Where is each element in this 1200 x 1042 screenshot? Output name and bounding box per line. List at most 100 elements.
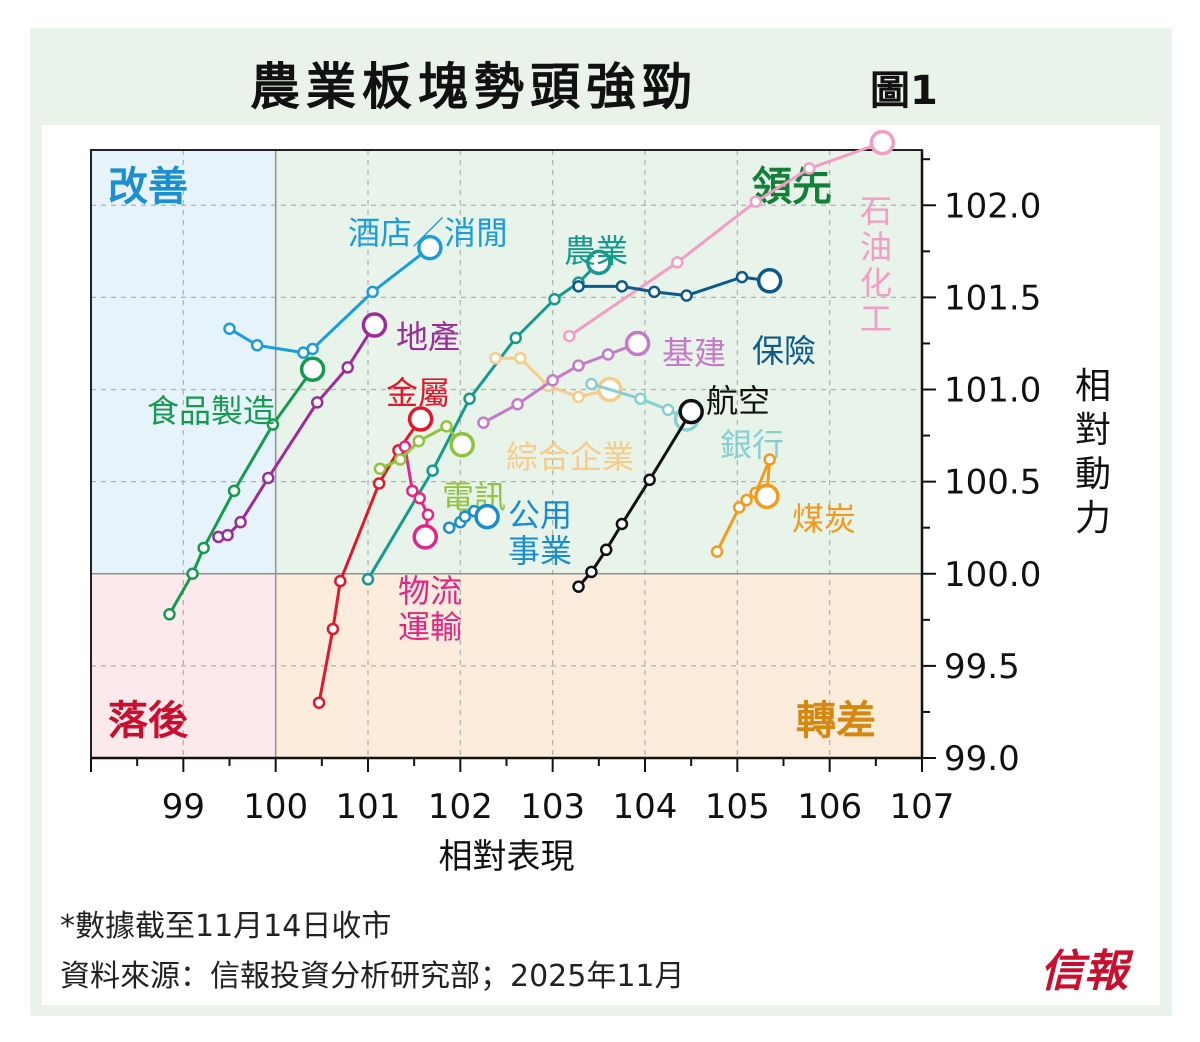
data-point — [312, 696, 326, 709]
latest-point — [449, 432, 475, 458]
x-tick-label: 100 — [243, 787, 308, 827]
x-tick-label: 107 — [890, 787, 955, 827]
data-point — [223, 322, 236, 335]
y-tick-label: 100.0 — [944, 555, 1041, 595]
figure-label: 圖1 — [870, 68, 938, 114]
series-label: 運輸 — [398, 608, 462, 646]
data-point — [615, 517, 629, 531]
series-label: 酒店／消閒 — [348, 214, 508, 252]
data-point — [366, 285, 379, 299]
data-point — [306, 342, 319, 356]
data-point — [563, 329, 576, 343]
x-tick-label: 106 — [797, 787, 862, 827]
y-axis-label: 對 — [1075, 410, 1111, 451]
y-tick-label: 99.5 — [944, 647, 1020, 687]
data-point — [266, 418, 280, 431]
data-point — [803, 162, 816, 175]
series-label: 煤炭 — [792, 500, 856, 538]
data-point — [197, 541, 210, 555]
data-point — [740, 493, 753, 507]
sector-rotation-chart: 農業板塊勢頭強勁 圖1 99 100 101 102 103 104 105 106 107 相對… — [42, 58, 1160, 1005]
data-point — [647, 285, 661, 299]
data-point — [511, 398, 524, 411]
quadrant-label-improving: 改善 — [108, 164, 188, 210]
series-label: 農業 — [564, 232, 628, 270]
series-label: 事業 — [508, 532, 572, 570]
data-point — [463, 392, 476, 405]
data-point — [572, 280, 585, 293]
y-tick-label: 102.0 — [944, 186, 1041, 226]
data-point — [458, 510, 472, 523]
series-label: 石 — [860, 192, 892, 230]
data-point — [661, 403, 675, 417]
data-point — [509, 331, 522, 345]
data-point — [489, 351, 502, 365]
data-point — [671, 256, 684, 269]
series-航空: 航空 — [572, 382, 770, 593]
data-point — [234, 515, 247, 529]
latest-point — [407, 406, 434, 432]
x-tick-label: 101 — [336, 787, 401, 827]
series-label: 金屬 — [386, 374, 450, 412]
latest-point — [624, 330, 651, 357]
data-point — [546, 374, 559, 387]
series-酒店／消閒: 酒店／消閒 — [223, 214, 508, 359]
series-label: 化 — [860, 264, 892, 302]
data-point — [341, 361, 354, 374]
series-label: 公用 — [508, 496, 572, 534]
series-label: 基建 — [662, 334, 726, 372]
data-point — [643, 473, 656, 487]
data-point — [262, 471, 275, 485]
quadrant-label-lagging: 落後 — [108, 698, 189, 744]
data-point — [227, 484, 241, 498]
data-point — [749, 195, 763, 208]
data-point — [601, 348, 615, 361]
latest-point — [869, 129, 896, 156]
data-point — [732, 501, 746, 514]
data-point — [477, 416, 490, 429]
x-axis-label: 相對表現 — [439, 837, 575, 877]
latest-point — [754, 483, 780, 510]
data-point — [585, 565, 598, 579]
series-label: 保險 — [752, 332, 816, 370]
latest-point — [412, 524, 438, 550]
x-tick-label: 103 — [520, 787, 585, 827]
source-note: 資料來源：信報投資分析研究部；2025年11月 — [60, 959, 685, 994]
series-label: 油 — [860, 228, 892, 266]
y-tick-label: 101.5 — [944, 278, 1041, 318]
brand-logo: 信報 — [1040, 946, 1134, 997]
data-point — [186, 567, 199, 581]
data-point — [710, 545, 724, 558]
chart-card: 農業板塊勢頭強勁 圖1 99 100 101 102 103 104 105 106 107 相對… — [30, 28, 1172, 1016]
series-煤炭: 煤炭 — [710, 453, 856, 558]
y-tick-label: 99.0 — [944, 739, 1020, 779]
y-axis-label: 相 — [1075, 366, 1111, 407]
data-point — [680, 289, 693, 302]
series-label: 食品製造 — [147, 392, 275, 430]
series-label: 地產 — [396, 318, 460, 356]
data-point — [548, 292, 561, 306]
series-label: 綜合企業 — [506, 438, 634, 476]
data-point — [421, 508, 435, 522]
latest-point — [756, 268, 783, 294]
latest-point — [299, 356, 326, 382]
quadrant-label-leading: 領先 — [752, 164, 832, 210]
data-point — [394, 453, 407, 466]
data-point — [585, 377, 598, 391]
data-point — [412, 434, 426, 448]
data-point — [443, 521, 456, 534]
data-point — [426, 464, 439, 477]
y-tick-label: 101.0 — [944, 371, 1041, 411]
data-point — [373, 462, 387, 475]
data-point — [514, 351, 527, 365]
series-label: 物流 — [398, 572, 462, 610]
x-tick-label: 104 — [613, 787, 678, 827]
series-line — [168, 368, 314, 616]
series-label: 航空 — [706, 382, 770, 420]
latest-point — [586, 249, 612, 276]
data-point — [361, 573, 375, 586]
series-保險: 保險 — [572, 268, 816, 370]
data-point — [572, 359, 585, 372]
